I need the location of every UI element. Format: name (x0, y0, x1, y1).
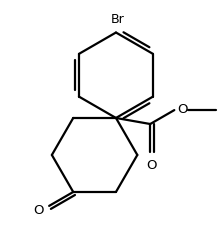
Text: O: O (146, 158, 156, 171)
Text: Br: Br (111, 12, 125, 25)
Text: O: O (177, 102, 188, 115)
Text: O: O (34, 203, 44, 216)
